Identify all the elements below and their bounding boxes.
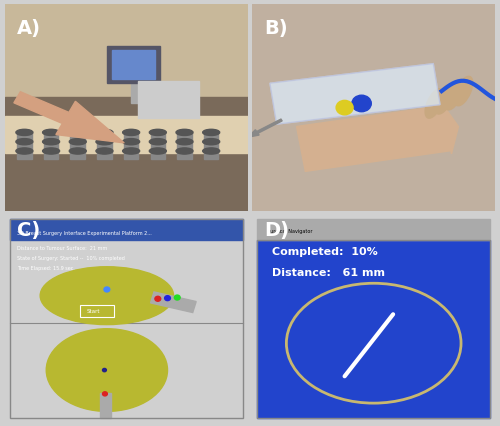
Ellipse shape	[70, 138, 86, 145]
Ellipse shape	[176, 148, 193, 154]
Text: C): C)	[17, 221, 40, 240]
Bar	[177, 132, 192, 141]
Point	[390, 312, 396, 317]
Bar	[124, 151, 138, 159]
Point	[342, 374, 347, 379]
Bar	[138, 81, 199, 118]
Text: Completed:  10%: Completed: 10%	[272, 247, 378, 257]
Bar	[150, 142, 165, 150]
Bar	[100, 393, 110, 417]
Text: D): D)	[264, 221, 289, 240]
Circle shape	[155, 296, 160, 301]
Bar	[112, 50, 156, 79]
FancyArrow shape	[248, 119, 282, 137]
Circle shape	[164, 296, 170, 301]
Ellipse shape	[202, 138, 220, 145]
Bar	[80, 305, 114, 317]
Ellipse shape	[202, 148, 220, 154]
Ellipse shape	[435, 85, 454, 114]
Bar	[97, 151, 112, 159]
Bar	[17, 132, 32, 141]
Ellipse shape	[444, 81, 463, 110]
Text: A): A)	[17, 19, 41, 38]
Bar	[177, 151, 192, 159]
Text: Distance to Tumour Surface:  21 mm: Distance to Tumour Surface: 21 mm	[17, 246, 108, 250]
Circle shape	[102, 368, 106, 372]
Ellipse shape	[42, 148, 59, 154]
Circle shape	[352, 95, 372, 112]
Text: State of Surgery: Started --  10% completed: State of Surgery: Started -- 10% complet…	[17, 256, 125, 261]
Bar	[70, 151, 85, 159]
Ellipse shape	[150, 130, 166, 135]
Bar	[17, 151, 32, 159]
Text: Distance:   61 mm: Distance: 61 mm	[272, 268, 385, 278]
Ellipse shape	[150, 138, 166, 145]
Ellipse shape	[40, 267, 173, 325]
Ellipse shape	[150, 148, 166, 154]
Bar	[44, 142, 59, 150]
Circle shape	[104, 287, 110, 292]
Bar	[97, 132, 112, 141]
Circle shape	[174, 295, 180, 300]
Ellipse shape	[122, 138, 140, 145]
Bar	[44, 151, 59, 159]
Bar	[5, 116, 248, 153]
Line: 2 pts: 2 pts	[344, 314, 393, 376]
Ellipse shape	[176, 138, 193, 145]
Ellipse shape	[454, 76, 472, 106]
Ellipse shape	[122, 130, 140, 135]
Bar	[258, 219, 490, 240]
Bar	[204, 142, 218, 150]
Bar	[124, 132, 138, 141]
Ellipse shape	[122, 148, 140, 154]
Ellipse shape	[96, 148, 113, 154]
Ellipse shape	[96, 138, 113, 145]
Ellipse shape	[46, 329, 168, 412]
Bar	[204, 132, 218, 141]
Ellipse shape	[202, 130, 220, 135]
Bar	[150, 151, 165, 159]
Bar	[177, 142, 192, 150]
Bar	[10, 219, 242, 240]
Ellipse shape	[176, 130, 193, 135]
Bar	[150, 292, 196, 313]
Bar	[270, 63, 440, 124]
Bar	[5, 97, 248, 211]
Ellipse shape	[42, 138, 59, 145]
Ellipse shape	[425, 89, 444, 118]
Ellipse shape	[16, 148, 33, 154]
Ellipse shape	[96, 130, 113, 135]
FancyArrow shape	[14, 92, 124, 143]
FancyArrow shape	[296, 103, 458, 171]
Ellipse shape	[70, 130, 86, 135]
Bar	[70, 132, 85, 141]
Bar	[258, 240, 490, 417]
Ellipse shape	[16, 130, 33, 135]
Circle shape	[102, 392, 108, 396]
Ellipse shape	[70, 148, 86, 154]
Text: 3D Breast Surgery Interface Experimental Platform 2...: 3D Breast Surgery Interface Experimental…	[17, 231, 152, 236]
Bar	[5, 4, 248, 118]
Text: B): B)	[264, 19, 288, 38]
Bar	[258, 240, 490, 417]
Text: Time Elapsed: 15.9 sec.: Time Elapsed: 15.9 sec.	[17, 266, 75, 271]
Ellipse shape	[42, 130, 59, 135]
Bar	[204, 151, 218, 159]
Ellipse shape	[16, 138, 33, 145]
Bar	[44, 132, 59, 141]
Bar	[97, 142, 112, 150]
Bar	[150, 132, 165, 141]
Bar	[124, 142, 138, 150]
Bar	[70, 142, 85, 150]
Text: Start: Start	[87, 309, 101, 314]
Circle shape	[336, 101, 353, 115]
Bar	[131, 72, 143, 104]
Bar	[17, 142, 32, 150]
Bar	[270, 63, 440, 124]
Bar	[107, 46, 160, 83]
Text: Surgical Navigator: Surgical Navigator	[267, 229, 312, 234]
